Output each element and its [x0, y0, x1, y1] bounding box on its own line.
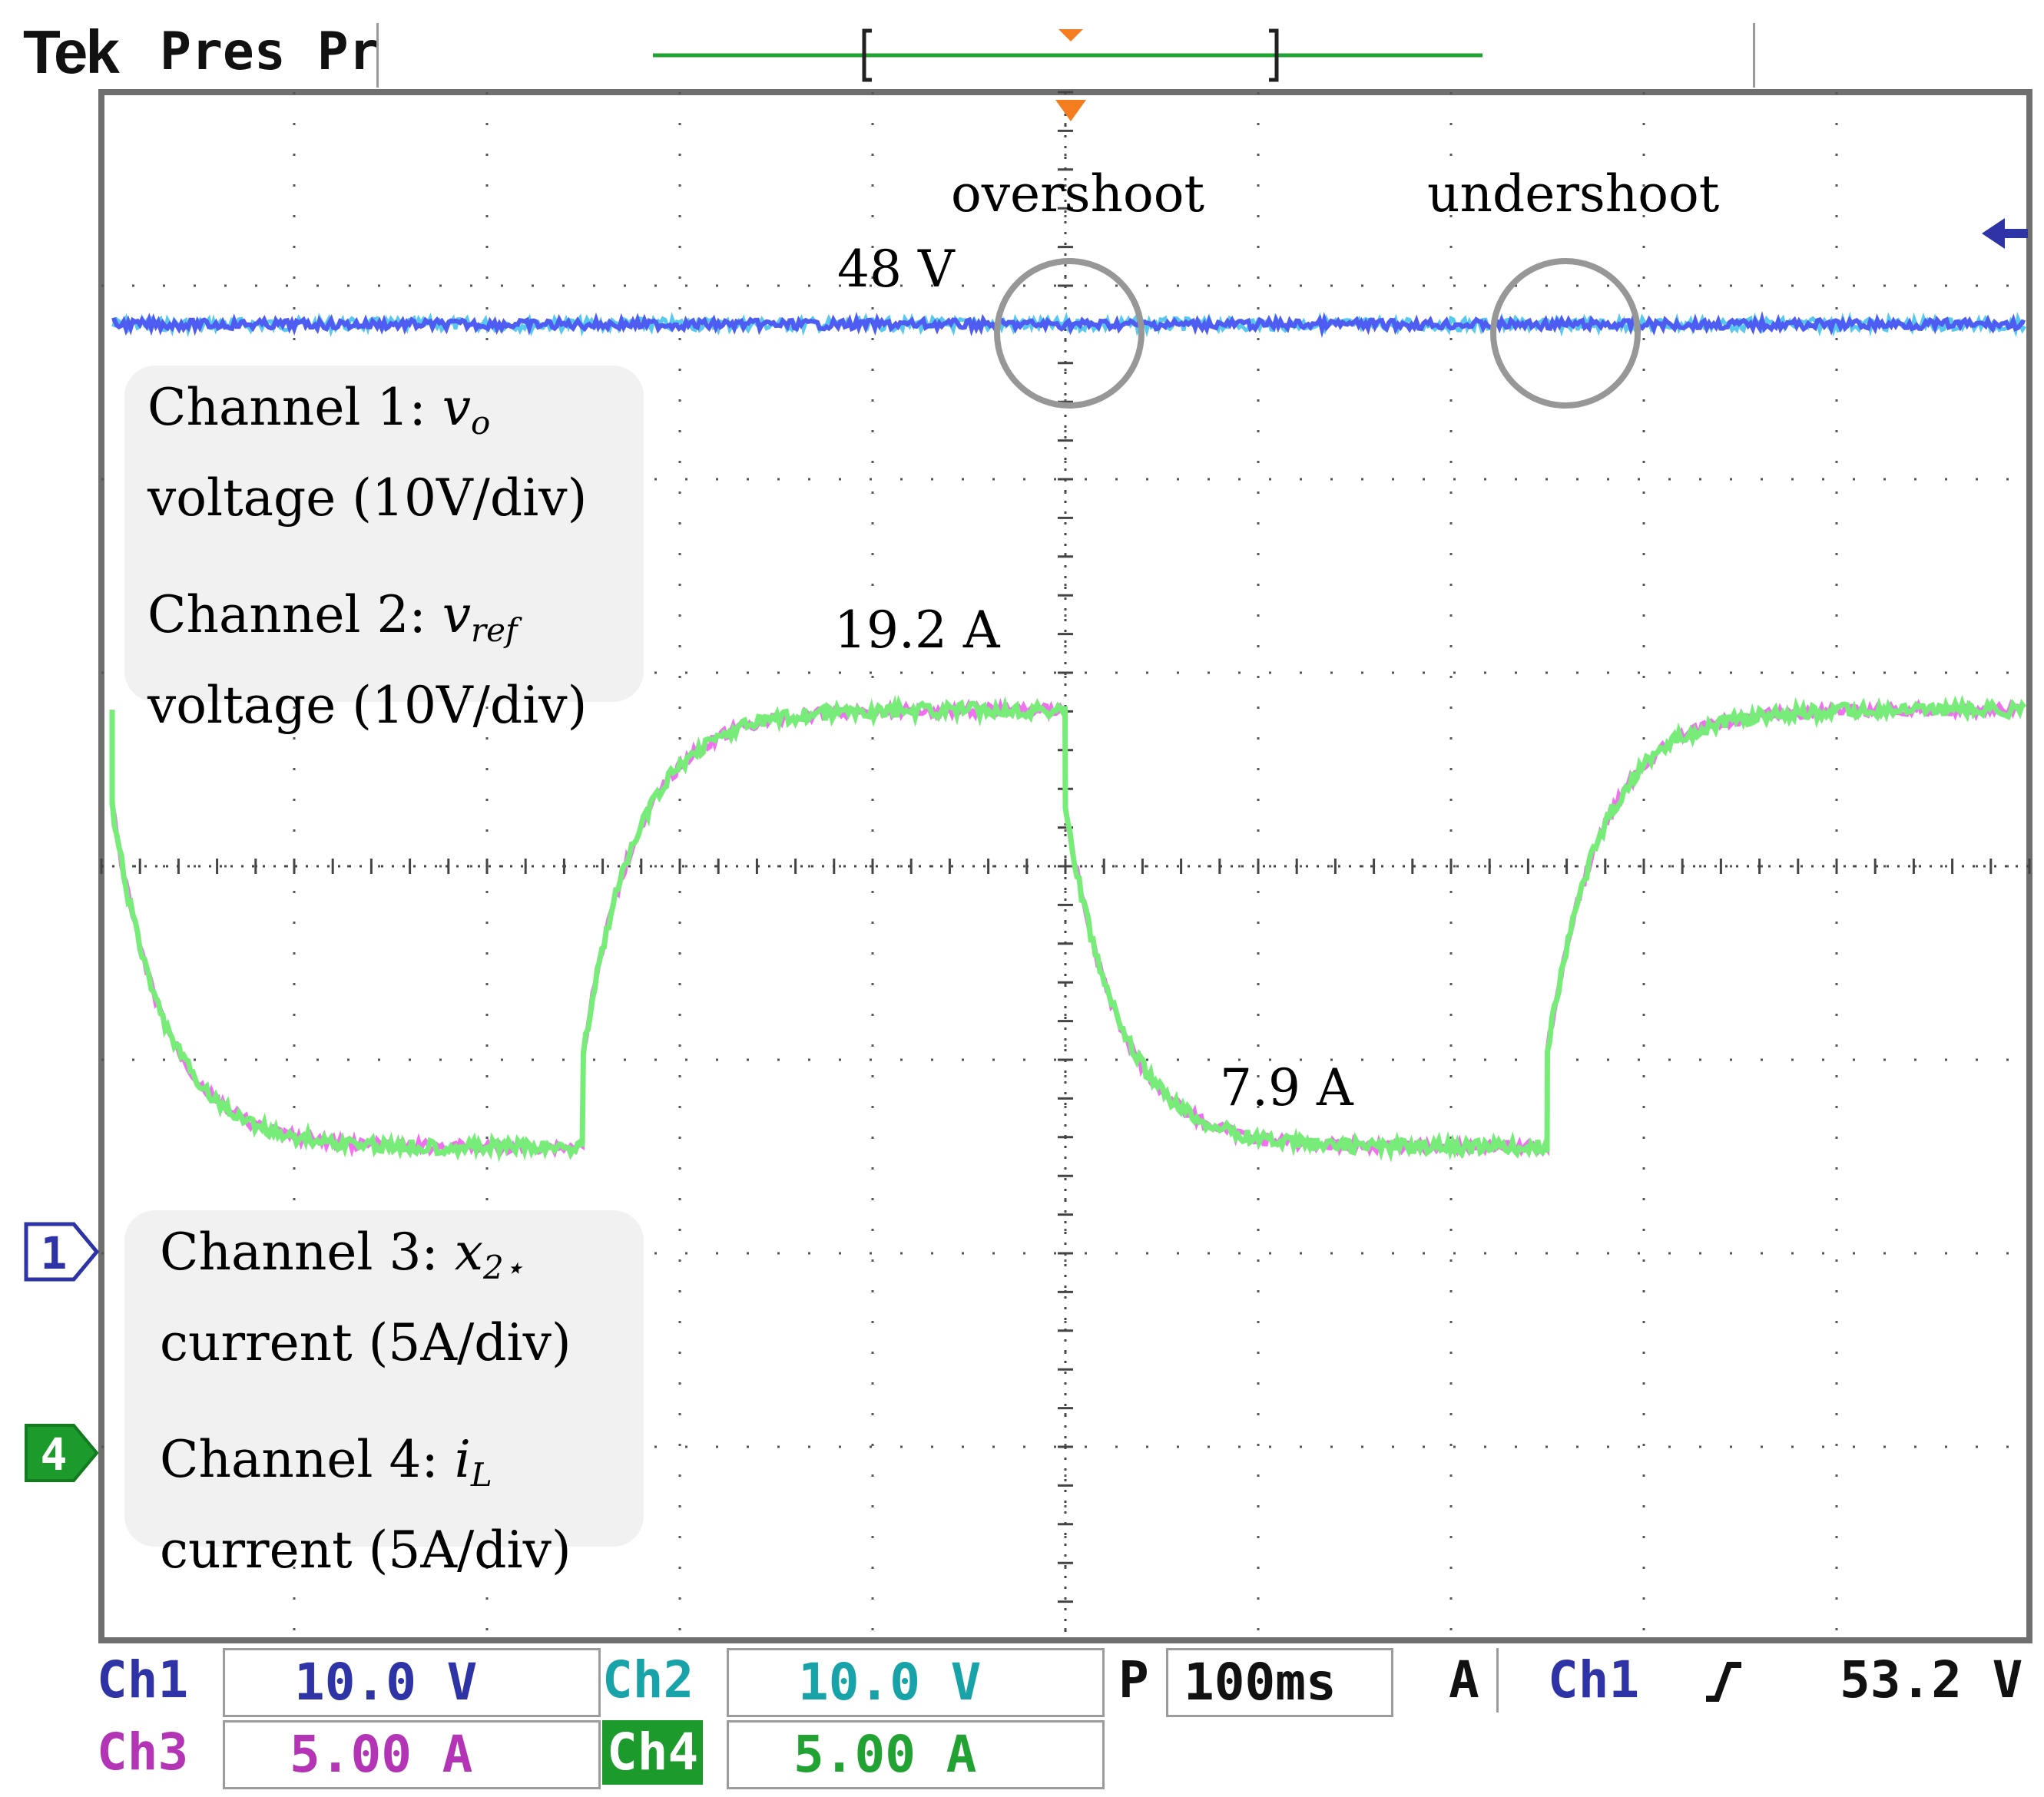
timebase-box[interactable]: 100ms	[1166, 1648, 1393, 1717]
ch1-vo-trace	[111, 310, 2026, 339]
trigger-position-icon	[1055, 100, 1086, 121]
top-bar-divider-left	[376, 23, 379, 88]
ch1-scale-box[interactable]: 10.0 V	[223, 1648, 601, 1717]
ch3-scale: 5.00 A	[290, 1725, 473, 1784]
ch4-ground-marker[interactable]: 4	[23, 1422, 103, 1484]
trigger-box[interactable]: Ch1 53.2 V	[1496, 1648, 2033, 1713]
ch4-iL-trace	[109, 694, 2027, 1163]
ch4-scale: 5.00 A	[793, 1725, 977, 1784]
ch3-label[interactable]: Ch3	[97, 1723, 189, 1782]
timebase-prefix: P	[1118, 1650, 1149, 1709]
ch2-legend-title: Channel 2: vref	[147, 585, 518, 649]
ch3-scale-box[interactable]: 5.00 A	[223, 1720, 601, 1789]
ch4-marker-label: 4	[41, 1428, 68, 1481]
ch1-legend-desc: voltage (10V/div)	[147, 468, 588, 528]
trigger-mode: A	[1449, 1650, 1479, 1709]
ch2-scale: 10.0 V	[798, 1653, 982, 1712]
ch2-legend-desc: voltage (10V/div)	[147, 676, 588, 735]
ch1-marker-shape	[24, 1222, 100, 1282]
ch1-label[interactable]: Ch1	[97, 1650, 189, 1709]
ch4-scale-box[interactable]: 5.00 A	[727, 1720, 1105, 1789]
record-bracket-right	[1269, 28, 1279, 82]
waveform-traces	[109, 310, 2027, 1163]
trigger-source: Ch1	[1548, 1650, 1640, 1709]
top-bar: Tek Pres Pr	[0, 0, 2044, 92]
ch1-ground-marker[interactable]: 1	[23, 1221, 103, 1282]
undershoot-ring	[1490, 258, 1641, 409]
ch4-legend-desc: current (5A/div)	[160, 1521, 571, 1580]
trigger-position-top-icon	[1058, 29, 1083, 41]
current-legend: Channel 3: x2⋆ current (5A/div) Channel …	[124, 1210, 644, 1580]
overshoot-label: overshoot	[951, 164, 1204, 223]
ch4-legend-title: Channel 4: iL	[160, 1430, 492, 1494]
voltage-legend: Channel 1: vo voltage (10V/div) Channel …	[124, 366, 644, 735]
low-current-label: 7.9 A	[1220, 1058, 1353, 1117]
voltage-level-label: 48 V	[837, 240, 955, 299]
timebase-value: 100ms	[1184, 1653, 1337, 1712]
trigger-level: 53.2 V	[1840, 1650, 2023, 1709]
ch3-legend-title: Channel 3: x2⋆	[160, 1223, 524, 1286]
ch1-legend-title: Channel 1: vo	[147, 378, 491, 442]
rising-edge-icon	[1706, 1662, 1741, 1702]
ch2-scale-box[interactable]: 10.0 V	[727, 1648, 1105, 1717]
ch4-label[interactable]: Ch4	[602, 1720, 704, 1785]
high-current-label: 19.2 A	[834, 601, 1000, 660]
undershoot-label: undershoot	[1427, 164, 1720, 223]
ch1-marker-label: 1	[41, 1227, 68, 1279]
ch4-marker-shape	[25, 1424, 99, 1482]
trigger-level-arrow-icon	[1982, 218, 2028, 249]
acquisition-mode: Pres Pr	[160, 22, 380, 82]
record-bracket-left	[862, 28, 872, 82]
top-bar-divider-right	[1753, 23, 1755, 88]
ch1-scale: 10.0 V	[294, 1653, 478, 1712]
overshoot-ring	[994, 258, 1145, 409]
rising-edge-path	[1706, 1662, 1741, 1702]
ch2-label[interactable]: Ch2	[602, 1650, 694, 1709]
brand-logo: Tek	[23, 18, 120, 86]
ch3-legend-desc: current (5A/div)	[160, 1313, 571, 1372]
